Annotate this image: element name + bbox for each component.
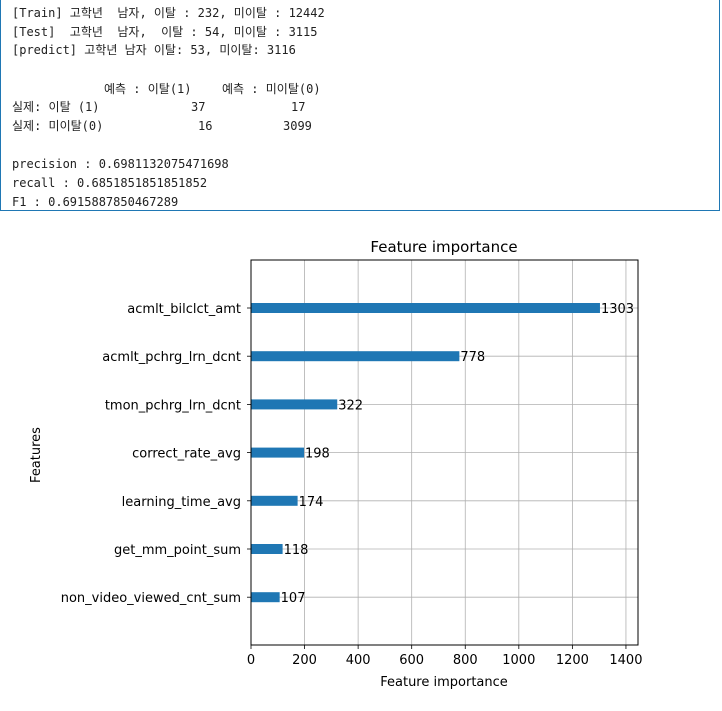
x-tick-label: 800	[453, 653, 478, 668]
data-label: 118	[284, 543, 309, 558]
x-tick-label: 1200	[556, 653, 589, 668]
train-line: [Train] 고학년 남자, 이탈 : 232, 미이탈 : 12442	[12, 6, 325, 20]
data-label: 1303	[601, 302, 634, 317]
bar	[251, 447, 305, 458]
matrix-row-label: 실제: 미이탈(0)	[12, 119, 104, 133]
y-tick-label: non_video_viewed_cnt_sum	[61, 591, 241, 606]
precision-line: precision : 0.6981132075471698	[12, 157, 229, 171]
matrix-cell-value: 37	[191, 100, 206, 114]
bar	[251, 592, 280, 603]
data-label: 322	[338, 398, 363, 413]
y-axis-label: Features	[29, 427, 44, 483]
y-tick-label: get_mm_point_sum	[114, 543, 241, 558]
matrix-cell-value: 3099	[283, 119, 312, 133]
chart-title: Feature importance	[370, 238, 517, 256]
y-tick-label: tmon_pchrg_lrn_dcnt	[105, 398, 241, 413]
matrix-row-label: 실제: 이탈 (1)	[12, 100, 100, 114]
chart-svg: Feature importance Feature importance Fe…	[29, 238, 643, 690]
x-tick-label: 400	[346, 653, 371, 668]
bar	[251, 495, 298, 506]
bar	[251, 399, 338, 410]
y-tick-label: acmlt_pchrg_lrn_dcnt	[102, 350, 241, 365]
bar	[251, 544, 283, 554]
tick-layer: 0 200 400 600 800 1000 1200 1400 acmlt_bilclct_a…	[61, 302, 643, 668]
x-tick-label: 1400	[609, 653, 642, 668]
test-line: [Test] 고학년 남자, 이탈 : 54, 미이탈 : 3115	[12, 25, 318, 39]
x-tick-label: 200	[292, 653, 317, 668]
f1-line: F1 : 0.6915887850467289	[12, 195, 179, 209]
data-label: 174	[299, 495, 324, 510]
predict-line: [predict] 고학년 남자 이탈: 53, 미이탈: 3116	[12, 43, 296, 57]
bar	[251, 351, 460, 362]
matrix-cell-value: 16	[198, 119, 213, 133]
y-tick-label: correct_rate_avg	[132, 447, 241, 462]
feature-importance-chart: Feature importance Feature importance Fe…	[0, 226, 722, 706]
bar	[251, 303, 600, 313]
matrix-cell-value: 17	[291, 100, 306, 114]
cell-output: [Train] 고학년 남자, 이탈 : 232, 미이탈 : 12442 [T…	[0, 0, 720, 211]
x-tick-label: 0	[247, 653, 255, 668]
data-label: 778	[460, 350, 485, 365]
recall-line: recall : 0.6851851851851852	[12, 176, 208, 190]
data-label: 198	[305, 447, 330, 462]
matrix-header-predict-nochurn: 예측 : 미이탈(0)	[222, 82, 321, 96]
bar-layer	[251, 303, 600, 603]
y-tick-label: acmlt_bilclct_amt	[127, 302, 241, 317]
x-axis-label: Feature importance	[380, 675, 508, 690]
matrix-header-predict-churn: 예측 : 이탈(1)	[104, 82, 192, 96]
x-tick-label: 600	[399, 653, 424, 668]
x-tick-label: 1000	[502, 653, 535, 668]
data-label: 107	[281, 591, 306, 606]
y-tick-label: learning_time_avg	[122, 495, 241, 510]
